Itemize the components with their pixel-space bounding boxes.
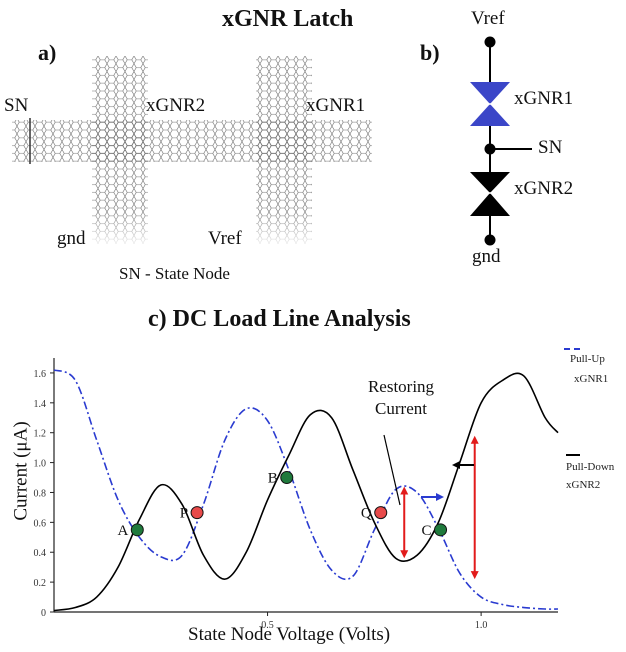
a-vref-label: Vref bbox=[208, 228, 242, 249]
a-gnd-label: gnd bbox=[57, 228, 86, 249]
annotation-pointer bbox=[383, 434, 401, 506]
restoring-current-annotation: Restoring Current bbox=[367, 377, 435, 418]
b-sn-label: SN bbox=[538, 137, 563, 158]
pullup-xgnr1-curve bbox=[53, 369, 559, 610]
pulldown-xgnr2-curve bbox=[53, 372, 559, 612]
y-tick-label: 0 bbox=[41, 608, 46, 619]
y-tick-label: 0.4 bbox=[34, 548, 47, 559]
b-xgnr1-label: xGNR1 bbox=[514, 88, 574, 109]
operating-points: A P B Q C bbox=[117, 471, 448, 539]
black-direction-arrow bbox=[452, 461, 474, 469]
b-vref-label: Vref bbox=[471, 8, 505, 29]
a-xgnr1-label: xGNR1 bbox=[306, 95, 366, 116]
y-tick-label: 1.4 bbox=[34, 399, 47, 410]
y-tick-label: 1.2 bbox=[34, 429, 47, 440]
legend-pullup-line1: Pull-Up bbox=[570, 353, 605, 365]
legend-pulldown-swatch bbox=[566, 454, 580, 456]
dc-load-line-chart: 0 0.2 0.4 0.6 0.8 1.0 1.2 1.4 1.6 0.5 1.0 A P B Q C bbox=[34, 358, 559, 631]
gnd-terminal bbox=[484, 234, 496, 246]
a-xgnr2-label: xGNR2 bbox=[146, 95, 206, 116]
operating-point-c bbox=[434, 523, 448, 537]
chart-series bbox=[53, 369, 559, 612]
operating-point-label: A bbox=[117, 523, 128, 539]
y-tick-label: 0.6 bbox=[34, 518, 47, 529]
panel-b-label: b) bbox=[420, 40, 440, 65]
operating-point-label: B bbox=[268, 471, 278, 487]
b-xgnr2-label: xGNR2 bbox=[514, 178, 574, 199]
x-tick-label: 0.5 bbox=[261, 620, 274, 631]
horizontal-ribbon bbox=[12, 120, 372, 162]
restoring-current-span bbox=[400, 486, 409, 559]
y-tick-label: 1.0 bbox=[34, 459, 47, 470]
latch-circuit-diagram bbox=[468, 36, 532, 246]
legend-pulldown-line1: Pull-Down bbox=[566, 461, 615, 473]
state-node-caption: SN - State Node bbox=[119, 264, 230, 283]
operating-point-a bbox=[130, 523, 144, 537]
graphene-latch-illustration bbox=[12, 56, 372, 244]
restoring-current-arrows bbox=[400, 435, 479, 580]
top-title: xGNR Latch bbox=[222, 6, 354, 32]
operating-point-q bbox=[374, 506, 388, 520]
y-axis-label: Current (μA) bbox=[10, 421, 32, 521]
y-tick-label: 1.6 bbox=[34, 369, 47, 380]
y-tick-label: 0.8 bbox=[34, 488, 47, 499]
chart-axes: 0 0.2 0.4 0.6 0.8 1.0 1.2 1.4 1.6 0.5 1.0 bbox=[34, 358, 558, 631]
xgnr2-diode-top bbox=[470, 172, 510, 193]
legend-pulldown-line2: xGNR2 bbox=[566, 479, 601, 491]
a-sn-label: SN bbox=[4, 95, 29, 116]
b-gnd-label: gnd bbox=[472, 246, 501, 267]
operating-point-label: P bbox=[180, 506, 188, 522]
blue-direction-arrow bbox=[421, 493, 444, 501]
operating-point-p bbox=[190, 506, 204, 520]
chart-title: c) DC Load Line Analysis bbox=[148, 306, 411, 332]
x-tick-label: 1.0 bbox=[475, 620, 488, 631]
x-axis-label: State Node Voltage (Volts) bbox=[188, 624, 391, 645]
legend-pullup-line2: xGNR1 bbox=[574, 373, 609, 385]
legend-pullup: Pull-Up xGNR1 bbox=[570, 352, 608, 386]
restoring-current-span bbox=[470, 435, 479, 580]
xgnr2-diode-bottom bbox=[470, 193, 510, 216]
operating-point-b bbox=[280, 471, 294, 485]
operating-point-label: C bbox=[422, 523, 432, 539]
xgnr1-diode-bottom bbox=[470, 104, 510, 126]
panel-a-label: a) bbox=[38, 40, 57, 65]
xgnr1-diode-top bbox=[470, 82, 510, 104]
legend-pulldown: Pull-Down xGNR2 bbox=[566, 460, 614, 492]
operating-point-label: Q bbox=[361, 506, 372, 522]
legend-pullup-swatch bbox=[564, 348, 580, 350]
y-tick-label: 0.2 bbox=[34, 578, 47, 589]
